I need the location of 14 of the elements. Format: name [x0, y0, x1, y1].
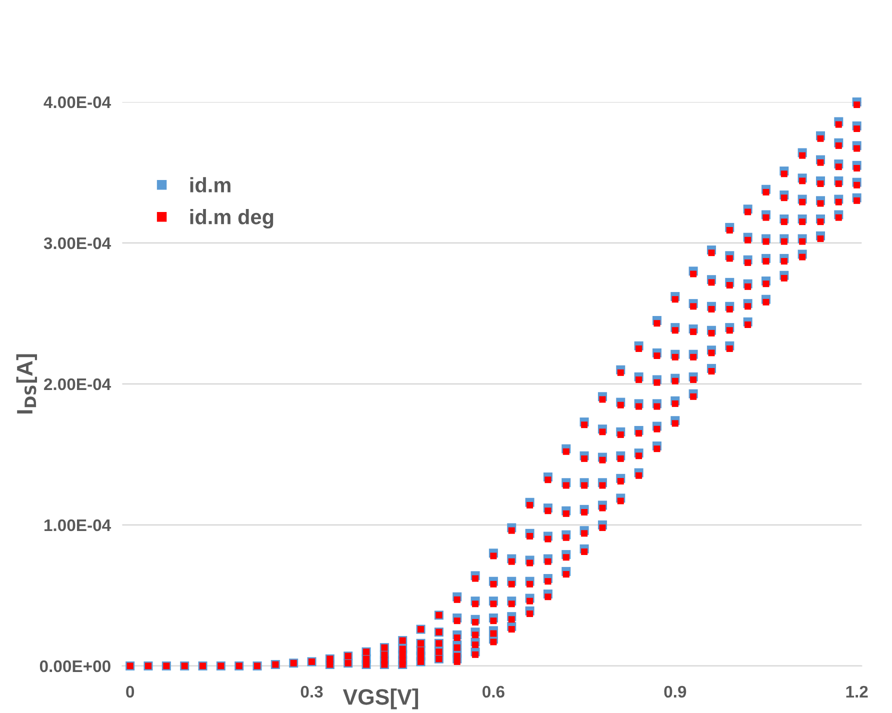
y-tick-label: 2.00E-04	[44, 378, 112, 390]
x-axis-title: VGS[V]	[342, 688, 418, 710]
x-tick-label: 0.3	[300, 686, 323, 698]
y-axis-title: I$_{DS}$[A]	[16, 354, 37, 414]
x-tick-label: 0.9	[664, 686, 686, 698]
y-tick-label: 0.00E+00	[40, 660, 110, 672]
y-tick-label: 3.00E-04	[44, 237, 112, 250]
y-tick-label: 1.00E-04	[44, 519, 112, 532]
y-tick-label: 4.00E-04	[44, 96, 112, 108]
x-tick-label: 0	[126, 686, 134, 698]
x-tick-label: 1.2	[846, 686, 868, 698]
x-tick-label: 0.6	[482, 686, 504, 698]
legend-label: id.m	[190, 177, 230, 192]
legend-label: id.m deg	[190, 209, 274, 229]
